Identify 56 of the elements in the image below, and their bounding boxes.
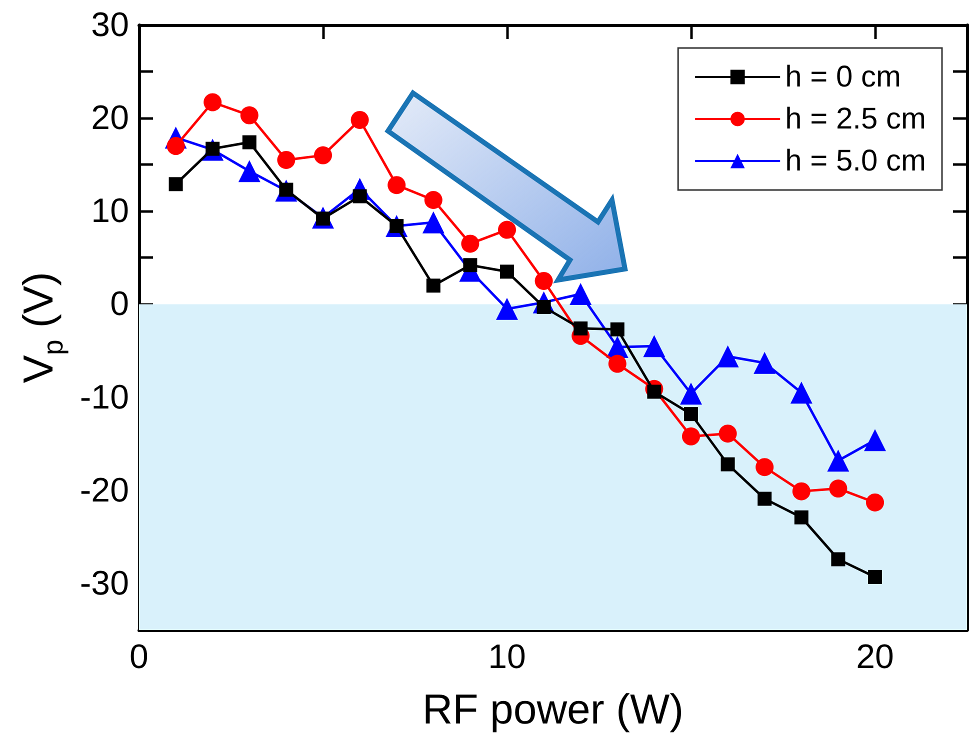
point: [463, 258, 478, 272]
point: [277, 150, 296, 169]
point: [827, 450, 850, 472]
point: [831, 552, 846, 566]
point: [498, 220, 516, 239]
point: [168, 177, 183, 192]
point: [314, 146, 332, 164]
point: [388, 176, 406, 194]
point: [758, 492, 772, 506]
point: [422, 211, 444, 234]
point: [610, 322, 624, 336]
point: [350, 110, 369, 129]
point: [204, 93, 222, 112]
y-tick-label: 10: [91, 192, 129, 230]
point: [718, 424, 737, 443]
point: [792, 482, 810, 500]
legend-label: h = 2.5 cm: [785, 102, 926, 136]
y-tick-label: 0: [110, 285, 129, 324]
point: [756, 458, 774, 476]
point: [238, 160, 260, 182]
point: [424, 190, 442, 209]
point: [461, 234, 480, 253]
point: [426, 278, 440, 293]
point: [794, 510, 808, 524]
point: [496, 298, 518, 320]
point: [352, 189, 367, 204]
y-axis-title: Vp (V): [14, 272, 68, 384]
point: [864, 429, 886, 452]
x-tick-label: 10: [488, 638, 526, 676]
point: [680, 382, 702, 405]
point: [500, 264, 514, 279]
point: [570, 282, 592, 305]
point: [720, 457, 735, 472]
y-tick-label: 20: [91, 99, 129, 138]
y-tick-label: -30: [80, 564, 129, 602]
point: [790, 382, 812, 404]
point: [829, 480, 848, 498]
point: [574, 321, 588, 336]
legend-label: h = 0 cm: [785, 60, 901, 94]
point: [534, 272, 553, 290]
point: [608, 354, 626, 373]
point: [866, 493, 884, 512]
y-tick-label: -20: [80, 471, 129, 510]
y-tick-label: -10: [80, 378, 129, 416]
point: [682, 427, 700, 446]
point: [754, 352, 776, 374]
point: [684, 407, 698, 422]
point: [242, 135, 256, 150]
point: [643, 335, 666, 358]
x-axis-title: RF power (W): [422, 686, 684, 732]
y-tick-label: 30: [91, 6, 129, 44]
point: [240, 106, 258, 124]
point: [716, 345, 739, 368]
x-tick-label: 20: [856, 638, 894, 676]
point: [868, 570, 882, 584]
legend-label: h = 5.0 cm: [785, 144, 926, 178]
